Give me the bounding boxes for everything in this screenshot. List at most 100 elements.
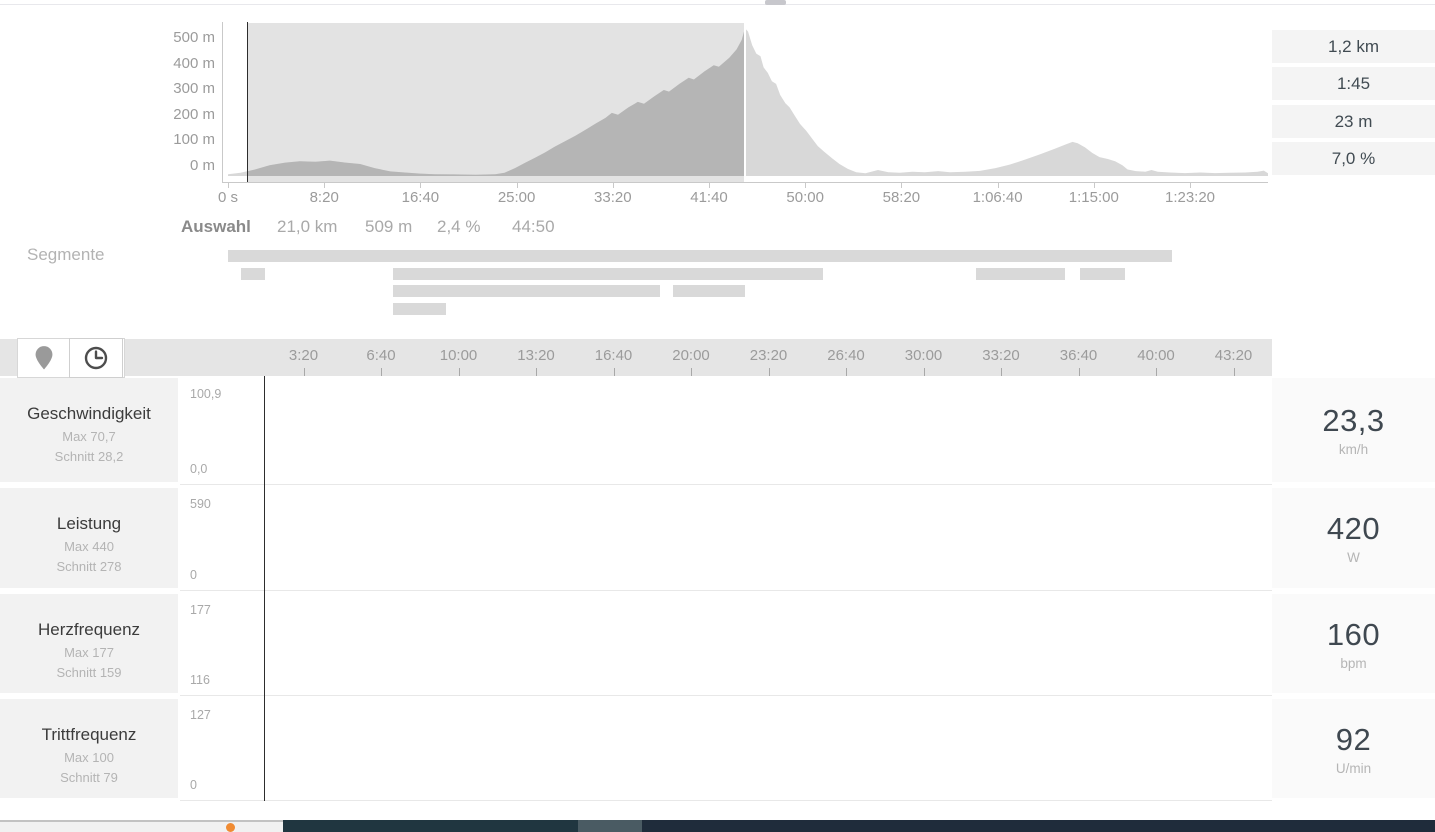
y-axis-min-label: 0 (190, 568, 197, 582)
y-axis-min-label: 0 (190, 778, 197, 792)
elevation-x-tick-label: 50:00 (786, 189, 824, 206)
analysis-x-tick-label: 13:20 (517, 347, 555, 364)
analysis-x-tick-label: 23:20 (749, 347, 788, 364)
metric-avg: Schnitt 79 (60, 770, 118, 785)
time-mode-button[interactable] (69, 338, 123, 378)
elevation-tick-mark (1093, 182, 1095, 188)
metric-row-speed: Geschwindigkeit Max 70,7 Schnitt 28,2 10… (0, 378, 1435, 485)
segment-bar[interactable] (228, 250, 1172, 262)
metric-row-power: Leistung Max 440 Schnitt 278 590 0 420 W (0, 488, 1435, 591)
current-value: 160 (1326, 616, 1381, 652)
metric-max: Max 70,7 (62, 429, 116, 444)
value-unit: km/h (1338, 442, 1369, 457)
bottom-bar-segment (578, 820, 642, 832)
elevation-x-tick-label: 25:00 (497, 189, 536, 206)
cadence-chart-plot[interactable] (180, 699, 1272, 801)
elevation-tick-mark (805, 182, 807, 188)
heartrate-label-box: Herzfrequenz Max 177 Schnitt 159 (0, 594, 178, 693)
elevation-x-axis: 0 s 8:20 16:40 25:00 33:20 41:40 50:00 58:20 1:0… (0, 189, 1435, 207)
analysis-x-tick-label: 16:40 (594, 347, 633, 364)
elevation-tick-mark (612, 182, 614, 188)
heartrate-chart-plot[interactable] (180, 594, 1272, 696)
elevation-tick-mark (901, 182, 903, 188)
y-axis-min-label: 0,0 (190, 462, 208, 476)
cadence-value-cell: 92 U/min (1272, 699, 1435, 798)
elevation-cursor-line (247, 22, 248, 182)
power-label-box: Leistung Max 440 Schnitt 278 (0, 488, 178, 588)
elevation-x-tick-label: 16:40 (401, 189, 440, 206)
metric-row-heartrate: Herzfrequenz Max 177 Schnitt 159 177 116… (0, 594, 1435, 696)
elevation-tick-mark (228, 182, 229, 188)
metric-title: Trittfrequenz (41, 725, 137, 744)
speed-value-cell: 23,3 km/h (1272, 378, 1435, 482)
segment-bar[interactable] (393, 285, 660, 298)
metric-title: Leistung (56, 514, 122, 533)
metric-max: Max 177 (64, 645, 114, 660)
analysis-tick-mark (613, 368, 615, 376)
analysis-x-tick-label: 40:00 (1137, 347, 1175, 364)
metric-avg: Schnitt 159 (56, 665, 122, 680)
metric-row-cadence: Trittfrequenz Max 100 Schnitt 79 127 0 9… (0, 699, 1435, 801)
analysis-x-tick-label: 26:40 (827, 347, 865, 364)
current-value: 420 (1326, 511, 1381, 546)
speed-chart-plot[interactable] (180, 378, 1272, 485)
bottom-bar-segment (283, 820, 578, 832)
segment-bar[interactable] (393, 267, 823, 280)
elevation-selection-region[interactable] (247, 23, 745, 182)
y-axis-max-label: 177 (190, 603, 211, 617)
elevation-x-tick-label: 33:20 (594, 189, 632, 206)
speed-label-box: Geschwindigkeit Max 70,7 Schnitt 28,2 (0, 378, 178, 482)
analysis-tick-mark (381, 368, 382, 376)
selection-distance: 21,0 km (277, 217, 338, 236)
segment-bar[interactable] (1080, 267, 1125, 280)
elevation-x-tick-label: 0 s (217, 189, 239, 206)
y-axis-min-label: 116 (190, 673, 210, 687)
elevation-y-tick-label: 100 m (173, 131, 215, 149)
elevation-tick-mark (516, 182, 518, 188)
analysis-x-tick-label: 36:40 (1059, 347, 1098, 364)
analysis-tick-mark (1233, 368, 1235, 376)
selection-right-edge[interactable] (743, 23, 746, 182)
elevation-y-tick-label: 0 m (189, 157, 215, 174)
selection-stats-label: Auswahl (181, 217, 251, 236)
analysis-x-tick-label: 10:00 (439, 347, 478, 364)
analysis-x-tick-label: 3:20 (288, 347, 319, 364)
power-value-cell: 420 W (1272, 488, 1435, 588)
segment-bar[interactable] (393, 303, 446, 316)
bottom-bar-dot (226, 823, 235, 832)
segment-bar[interactable] (673, 285, 745, 298)
selection-stats-row: Auswahl 21,0 km 509 m 2,4 % 44:50 (0, 217, 700, 237)
elevation-x-tick-label: 1:23:20 (1164, 189, 1216, 206)
segments-label: Segmente (27, 245, 105, 264)
analysis-tick-mark (1078, 368, 1080, 376)
selection-elevation-gain: 509 m (365, 217, 413, 236)
metric-avg: Schnitt 28,2 (54, 449, 124, 464)
analysis-x-tick-label: 6:40 (366, 347, 396, 364)
segment-bar[interactable] (976, 267, 1065, 280)
elevation-tick-mark (420, 182, 422, 188)
bottom-bar-segment (0, 820, 283, 832)
analysis-tick-mark (536, 368, 537, 376)
power-chart-plot[interactable] (180, 488, 1272, 591)
value-unit: bpm (1340, 655, 1367, 671)
metric-avg: Schnitt 278 (56, 559, 122, 574)
analysis-tick-mark (691, 368, 692, 376)
current-value: 92 (1335, 721, 1372, 757)
segment-bar[interactable] (241, 267, 265, 280)
metric-max: Max 100 (64, 750, 114, 765)
location-pin-icon (35, 346, 53, 370)
summary-distance: 1,2 km (1272, 30, 1435, 63)
analysis-x-tick-label: 33:20 (982, 347, 1020, 364)
summary-time: 1:45 (1272, 67, 1435, 100)
elevation-tick-mark (1190, 182, 1191, 188)
analysis-cursor-line (264, 376, 265, 801)
elevation-x-tick-label: 8:20 (309, 189, 339, 206)
metric-title: Herzfrequenz (37, 620, 141, 639)
analysis-x-tick-label: 30:00 (904, 347, 943, 364)
selection-duration: 44:50 (512, 217, 555, 236)
elevation-y-tick-label: 400 m (173, 54, 215, 72)
drag-handle[interactable] (765, 0, 786, 5)
elevation-x-tick-label: 1:06:40 (972, 189, 1023, 206)
distance-mode-button[interactable] (18, 339, 70, 377)
